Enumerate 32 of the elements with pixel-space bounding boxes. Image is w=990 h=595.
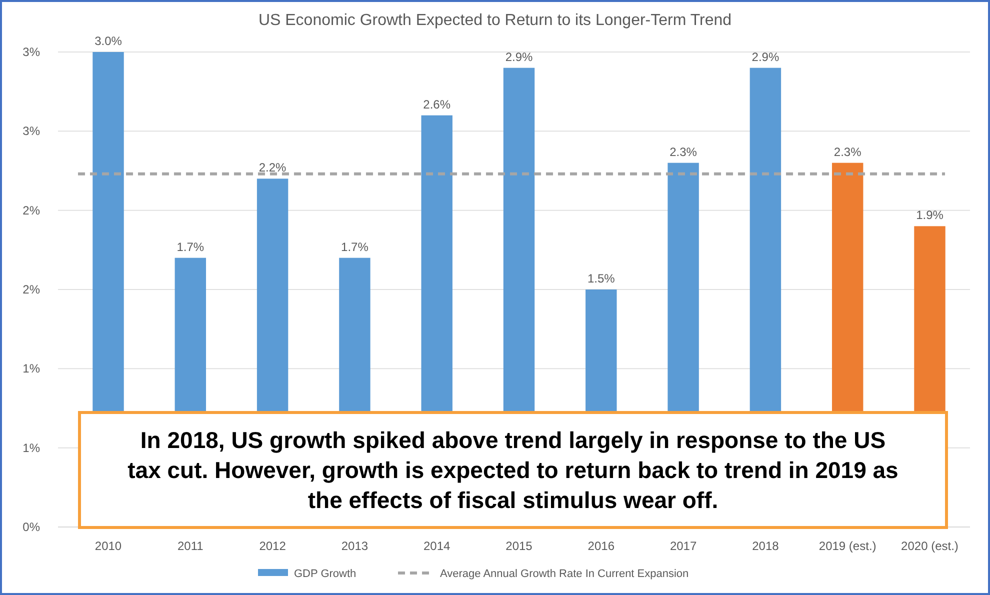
data-label: 2.3% xyxy=(670,144,698,159)
y-tick-label: 3% xyxy=(22,45,40,59)
y-tick-label: 3% xyxy=(22,124,40,138)
x-tick-label: 2017 xyxy=(670,539,697,553)
data-label: 2.9% xyxy=(752,50,780,64)
x-tick-label: 2012 xyxy=(259,539,286,553)
x-tick-label: 2015 xyxy=(506,539,533,553)
data-label: 2.2% xyxy=(258,160,287,175)
y-tick-label: 1% xyxy=(22,440,40,455)
data-label: 1.5% xyxy=(587,272,616,286)
x-tick-label: 2020 (est.) xyxy=(901,539,958,553)
y-tick-label: 2% xyxy=(22,282,40,296)
data-label: 2.9% xyxy=(505,50,533,64)
data-label: 1.9% xyxy=(916,208,944,222)
x-tick-label: 2018 xyxy=(752,539,780,553)
data-label: 3.0% xyxy=(94,34,122,48)
x-tick-label: 2010 xyxy=(94,539,122,553)
y-tick-label: 0% xyxy=(22,520,40,534)
x-tick-label: 2019 (est.) xyxy=(818,539,876,553)
y-tick-label: 2% xyxy=(22,203,40,218)
y-tick-label: 1% xyxy=(22,362,40,376)
data-label: 1.7% xyxy=(341,240,369,254)
data-label: 2.3% xyxy=(834,144,862,159)
legend-label: GDP Growth xyxy=(294,568,356,580)
data-label: 2.6% xyxy=(423,97,451,112)
x-tick-label: 2016 xyxy=(588,539,615,553)
x-tick-label: 2011 xyxy=(177,539,204,553)
x-tick-label: 2014 xyxy=(424,539,451,553)
legend-label: Average Annual Growth Rate In Current Expansion xyxy=(440,568,689,580)
x-tick-label: 2013 xyxy=(341,539,368,553)
chart-title: US Economic Growth Expected to Return to its Longer-Term Trend xyxy=(258,12,732,29)
data-label: 1.7% xyxy=(176,240,204,254)
